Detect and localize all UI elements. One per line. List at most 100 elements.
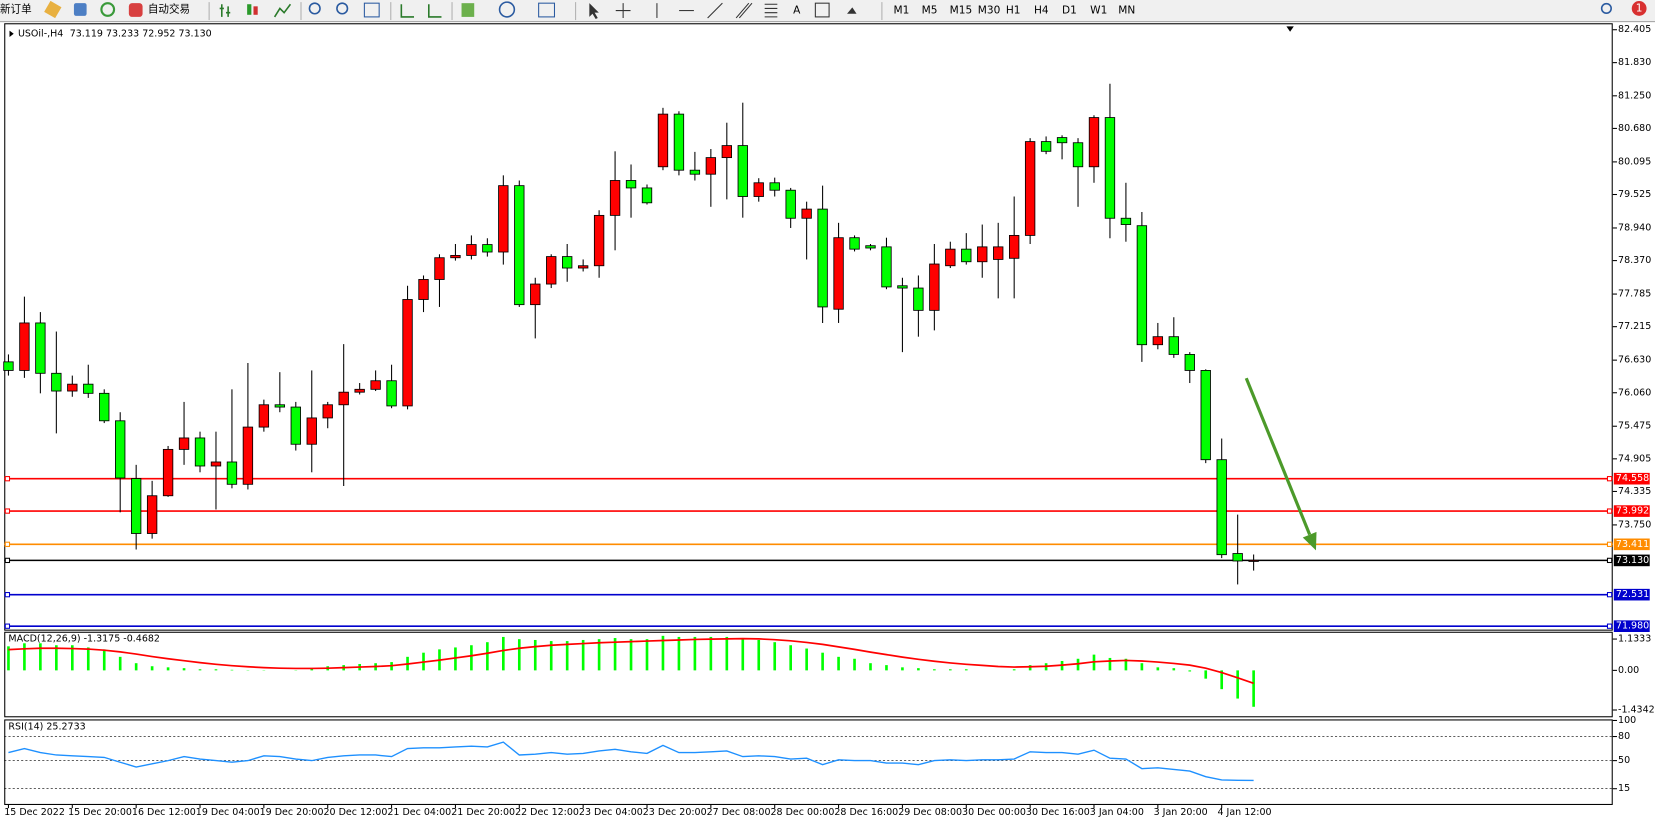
icon[interactable] [400, 4, 415, 18]
level-tag [1613, 588, 1650, 601]
toolbar: 新订单 自动交易 A M1 M5 M15 M30 H1 H4 D1 W1 MN [0, 0, 1655, 23]
candle-body [817, 208, 828, 308]
candle-body [1136, 225, 1148, 346]
fibo-tool[interactable] [764, 3, 778, 18]
y-tick-label: 80.680 [1618, 123, 1651, 134]
level-tag [1613, 620, 1650, 632]
notification-badge[interactable] [1631, 1, 1647, 16]
y-tick-label: 78.370 [1618, 255, 1651, 266]
zoom-in[interactable] [308, 2, 321, 15]
candle-body [51, 372, 62, 392]
main-panel [4, 23, 1613, 631]
icon[interactable] [100, 2, 116, 17]
arrow-annotation [1244, 377, 1312, 536]
y-tick-label: 74.905 [1618, 453, 1651, 464]
icon[interactable] [44, 0, 62, 19]
candle-body [418, 279, 429, 300]
timeframe-button[interactable]: W1 [1090, 5, 1107, 17]
timeframes: M1 M5 M15 M30 H1 H4 D1 W1 MN [894, 5, 1136, 17]
timeframe-button[interactable]: MN [1118, 5, 1135, 17]
candle-body [450, 255, 461, 259]
candle-body [306, 417, 317, 445]
timeframe-button[interactable]: H4 [1034, 5, 1049, 17]
icon[interactable] [538, 2, 556, 18]
icon[interactable] [498, 1, 516, 18]
icon[interactable] [461, 3, 475, 17]
candle-body [514, 185, 525, 306]
candle-body [434, 257, 445, 280]
candle-body [1216, 459, 1227, 556]
icon[interactable] [253, 6, 258, 15]
new-order-button[interactable]: 新订单 [0, 3, 32, 16]
level-label: 73.411 [1616, 539, 1649, 550]
timeframe-button[interactable]: M5 [922, 5, 938, 17]
candle-body [641, 187, 653, 204]
y-tick-label: 77.785 [1618, 289, 1651, 300]
level-handle [1606, 557, 1613, 564]
cursor-tool[interactable] [589, 3, 599, 20]
candle-body [99, 392, 110, 422]
candle-body [3, 361, 14, 371]
x-tick-label: 29 Dec 08:00 [898, 807, 962, 818]
rsi-line [8, 741, 1254, 782]
icon[interactable] [273, 3, 292, 18]
timeframe-button[interactable]: H1 [1006, 5, 1021, 17]
auto-trading-button[interactable]: 自动交易 [148, 3, 190, 16]
timeframe-button[interactable]: M15 [950, 5, 973, 17]
label-tool[interactable] [814, 2, 830, 18]
zoom-out[interactable] [336, 2, 349, 15]
timeframe-button[interactable]: D1 [1062, 5, 1077, 17]
candle-body [210, 461, 222, 467]
y-tick-label: 76.630 [1618, 355, 1651, 366]
text-tool[interactable]: A [793, 5, 801, 17]
candle-body [482, 244, 493, 253]
icon[interactable] [363, 2, 380, 18]
x-tick-label: 27 Dec 08:00 [707, 807, 771, 818]
channel-tool[interactable] [735, 2, 753, 19]
notification-count[interactable]: 1 [1636, 2, 1643, 14]
candle-body [258, 404, 270, 428]
auto-trading-icon[interactable] [128, 3, 143, 17]
candle-body [577, 265, 589, 269]
search-icon[interactable] [1600, 2, 1612, 14]
level-label: 74.558 [1616, 473, 1649, 484]
x-tick-label: 4 Jan 12:00 [1217, 807, 1271, 818]
arrow-tool[interactable] [847, 7, 857, 14]
level-handle [4, 476, 11, 482]
candle-body [1152, 336, 1164, 346]
symbol-marker [9, 30, 14, 37]
candle-body [721, 145, 732, 159]
icon[interactable] [428, 4, 442, 18]
crosshair-tool[interactable] [615, 3, 631, 18]
timeframe-button[interactable]: M30 [978, 5, 1001, 17]
y-tick-label: 78.940 [1618, 222, 1651, 233]
icon[interactable] [73, 3, 87, 16]
candle-body [881, 246, 892, 288]
trendline-tool[interactable] [707, 2, 723, 19]
x-tick-label: 21 Dec 04:00 [387, 807, 451, 818]
symbol-label: USOil-,H4 [18, 28, 63, 39]
y-tick-label: 80 [1618, 731, 1630, 742]
candle-body [1120, 217, 1132, 225]
candle-body [1056, 137, 1068, 144]
y-tick-label: 75.475 [1618, 421, 1651, 432]
candle-body [194, 437, 206, 467]
y-tick-label: 74.335 [1618, 486, 1651, 497]
macd-panel [4, 631, 1613, 718]
x-tick-label: 16 Dec 12:00 [132, 807, 196, 818]
timeframe-button[interactable]: M1 [894, 5, 910, 17]
candle-body [354, 388, 365, 393]
y-tick-label: 73.750 [1618, 519, 1651, 530]
candle-body [386, 380, 397, 407]
icon[interactable] [219, 4, 231, 17]
level-handle [4, 592, 11, 598]
candle-body [625, 180, 637, 189]
y-tick-label: 81.830 [1618, 57, 1651, 68]
candle-body [466, 244, 477, 256]
level-handle [1606, 476, 1613, 482]
x-tick-label: 22 Dec 12:00 [515, 807, 579, 818]
candle-body [1008, 234, 1020, 259]
x-tick-label: 23 Dec 20:00 [643, 807, 707, 818]
level-handle [4, 508, 11, 514]
icon[interactable] [247, 4, 252, 15]
